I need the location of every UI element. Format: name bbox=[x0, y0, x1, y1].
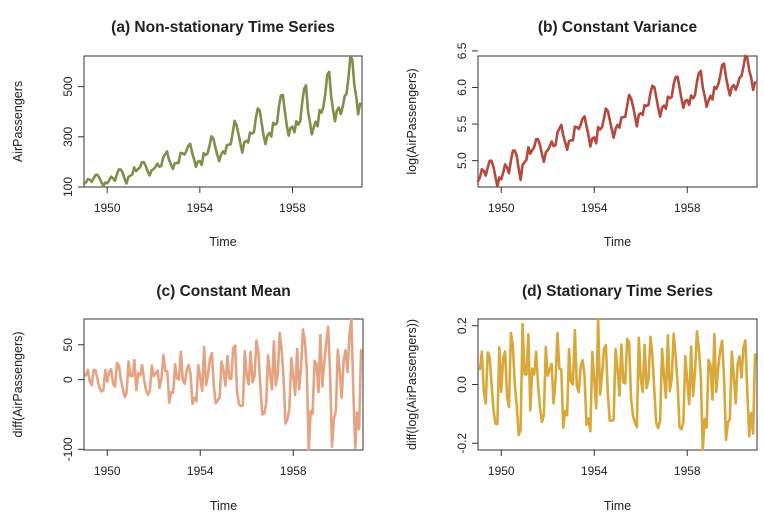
x-tick-label: 1958 bbox=[674, 201, 701, 215]
panel-title: (a) Non-stationary Time Series bbox=[111, 19, 335, 36]
y-tick-label: -0.2 bbox=[455, 433, 469, 454]
plot-frame bbox=[83, 318, 364, 451]
y-tick-label: 0.0 bbox=[455, 376, 469, 393]
y-tick-label: 500 bbox=[61, 76, 75, 96]
y-tick-label: 50 bbox=[61, 338, 75, 352]
x-axis-label: Time bbox=[209, 235, 236, 249]
panel-d: (d) Stationary Time Series 1950 1954 1958 -0… bbox=[405, 283, 758, 513]
panel-title: (d) Stationary Time Series bbox=[522, 283, 713, 300]
x-tick-label: 1950 bbox=[488, 464, 515, 478]
y-axis-label: diff(AirPassengers) bbox=[11, 331, 25, 437]
y-tick-label: 6.0 bbox=[455, 79, 469, 96]
y-tick-label: 5.5 bbox=[455, 115, 469, 132]
x-tick-label: 1950 bbox=[94, 464, 121, 478]
y-tick-label: 300 bbox=[61, 126, 75, 146]
x-tick-label: 1950 bbox=[94, 201, 121, 215]
panel-c: (c) Constant Mean 1950 1954 1958 -100 0 50 Time… bbox=[11, 283, 364, 513]
x-tick-label: 1954 bbox=[186, 201, 213, 215]
x-axis-label: Time bbox=[604, 499, 631, 513]
x-tick-label: 1958 bbox=[674, 464, 701, 478]
series-line bbox=[84, 317, 363, 452]
x-axis-label: Time bbox=[210, 499, 237, 513]
y-tick-label: 6.5 bbox=[455, 42, 469, 59]
x-tick-label: 1958 bbox=[280, 464, 307, 478]
y-tick-label: 100 bbox=[61, 177, 75, 197]
panel-b: (b) Constant Variance 1950 1954 1958 5.0 5.5 6… bbox=[405, 19, 758, 249]
plot-frame bbox=[477, 55, 758, 188]
panel-title: (c) Constant Mean bbox=[156, 283, 290, 300]
x-tick-label: 1954 bbox=[581, 464, 608, 478]
y-axis-label: diff(log(AirPassengers)) bbox=[405, 319, 419, 450]
x-axis-label: Time bbox=[604, 235, 631, 249]
panel-a: (a) Non-stationary Time Series 1950 1954 19… bbox=[11, 19, 363, 249]
series-line bbox=[478, 317, 757, 452]
series-line bbox=[82, 54, 362, 188]
x-tick-label: 1958 bbox=[279, 201, 306, 215]
y-tick-label: 0 bbox=[61, 376, 75, 383]
x-tick-label: 1954 bbox=[187, 464, 214, 478]
plot-frame bbox=[83, 55, 363, 188]
panel-title: (b) Constant Variance bbox=[538, 19, 698, 36]
y-tick-label: 5.0 bbox=[455, 152, 469, 169]
y-axis-label: AirPassengers bbox=[11, 81, 25, 162]
x-tick-label: 1950 bbox=[488, 201, 515, 215]
y-tick-label: 0.2 bbox=[455, 317, 469, 334]
y-tick-label: -100 bbox=[61, 437, 75, 461]
y-axis-label: log(AirPassengers) bbox=[405, 68, 419, 174]
series-line bbox=[476, 54, 757, 188]
x-tick-label: 1954 bbox=[581, 201, 608, 215]
